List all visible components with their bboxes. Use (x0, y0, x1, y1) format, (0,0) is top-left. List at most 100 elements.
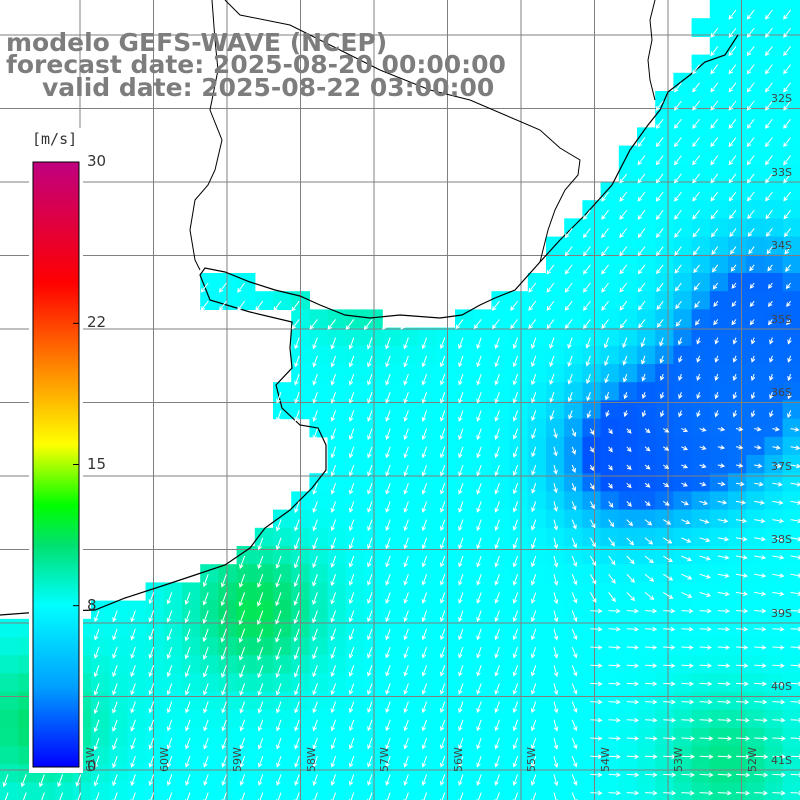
wind-speed-cell (364, 637, 383, 656)
wind-arrow (41, 792, 45, 800)
wind-arrow (754, 663, 767, 668)
wind-speed-cell (546, 509, 565, 529)
wind-speed-cell (382, 327, 401, 347)
wind-arrow (439, 373, 446, 386)
wind-arrow (637, 282, 646, 293)
wind-arrow (348, 337, 355, 350)
wind-speed-cell (782, 364, 800, 383)
wind-arrow (553, 446, 558, 457)
wind-arrow (626, 555, 635, 565)
wind-speed-cell (746, 655, 765, 674)
latitude-label: 34S (771, 239, 792, 252)
wind-arrow (717, 645, 731, 650)
wind-arrow (608, 681, 621, 687)
wind-speed-cell (691, 473, 711, 492)
wind-arrow (772, 608, 785, 614)
wind-arrow (731, 319, 737, 326)
wind-speed-cell (400, 618, 420, 638)
wind-arrow (458, 483, 464, 495)
wind-arrow (662, 446, 670, 451)
wind-arrow (166, 774, 173, 786)
wind-speed-cell (637, 618, 656, 638)
wind-arrow (729, 246, 737, 255)
wind-arrow (330, 464, 337, 477)
wind-arrow (512, 574, 519, 586)
wind-speed-cell (691, 764, 711, 784)
wind-speed-cell (254, 637, 274, 656)
wind-arrow (476, 610, 482, 623)
wind-arrow (530, 792, 537, 800)
wind-arrow (728, 137, 737, 148)
wind-speed-cell (218, 782, 238, 800)
wind-arrow (421, 574, 428, 586)
wind-arrow (571, 446, 576, 455)
wind-speed-cell (400, 327, 420, 347)
wind-speed-cell (345, 728, 365, 747)
wind-speed-cell (436, 364, 456, 383)
wind-speed-cell (345, 345, 365, 365)
wind-arrow (2, 774, 9, 788)
wind-speed-cell (782, 673, 800, 693)
wind-speed-cell (0, 673, 19, 693)
wind-arrow (530, 719, 537, 732)
wind-arrow (148, 683, 155, 696)
wind-arrow (622, 373, 628, 383)
wind-speed-cell (473, 418, 492, 438)
wind-speed-cell (109, 691, 128, 711)
wind-arrow (692, 118, 700, 129)
wind-speed-cell (254, 564, 274, 583)
wind-speed-cell (582, 345, 602, 365)
wind-arrow (608, 699, 621, 705)
wind-arrow (659, 355, 665, 364)
wind-speed-cell (600, 546, 620, 565)
wind-arrow (203, 792, 209, 800)
wind-arrow (735, 772, 751, 778)
wind-speed-cell (309, 309, 329, 329)
wind-speed-cell (728, 618, 747, 638)
wind-arrow (699, 608, 712, 614)
wind-arrow (312, 483, 318, 495)
wind-arrow (772, 481, 783, 487)
wind-arrow (238, 646, 246, 661)
wind-speed-cell (436, 709, 456, 729)
wind-speed-cell (400, 400, 420, 420)
wind-speed-cell (236, 655, 256, 674)
wind-speed-cell (400, 691, 420, 711)
wind-speed-cell (600, 582, 620, 602)
wind-speed-cell (600, 418, 620, 438)
wind-speed-cell (600, 691, 620, 711)
wind-speed-cell (691, 345, 711, 365)
wind-speed-cell (691, 709, 711, 729)
wind-arrow (732, 355, 738, 363)
wind-speed-cell (582, 600, 602, 620)
wind-arrow (608, 428, 613, 435)
wind-arrow (637, 191, 646, 202)
wind-arrow (458, 701, 464, 714)
wind-speed-cell (637, 509, 656, 529)
wind-speed-cell (728, 728, 747, 747)
wind-speed-cell (691, 291, 711, 310)
wind-arrow (699, 555, 711, 561)
wind-speed-cell (637, 564, 656, 583)
wind-arrow (699, 681, 713, 687)
wind-speed-cell (764, 200, 784, 219)
wind-arrow (403, 683, 409, 695)
wind-arrow (403, 592, 409, 604)
wind-arrow (765, 173, 773, 184)
wind-speed-cell (655, 327, 674, 347)
wind-arrow (663, 626, 676, 632)
wind-speed-cell (564, 527, 583, 547)
wind-speed-cell (345, 637, 365, 656)
wind-arrow (528, 282, 537, 293)
wind-arrow (257, 683, 264, 696)
wind-arrow (699, 537, 711, 543)
wind-arrow (330, 555, 337, 568)
wind-speed-cell (400, 345, 420, 365)
wind-arrow (130, 665, 136, 678)
wind-speed-cell (564, 746, 583, 765)
wind-arrow (202, 592, 209, 606)
wind-arrow (294, 537, 300, 550)
wind-speed-cell (491, 327, 511, 347)
wind-arrow (619, 191, 628, 202)
wind-arrow (367, 428, 373, 441)
